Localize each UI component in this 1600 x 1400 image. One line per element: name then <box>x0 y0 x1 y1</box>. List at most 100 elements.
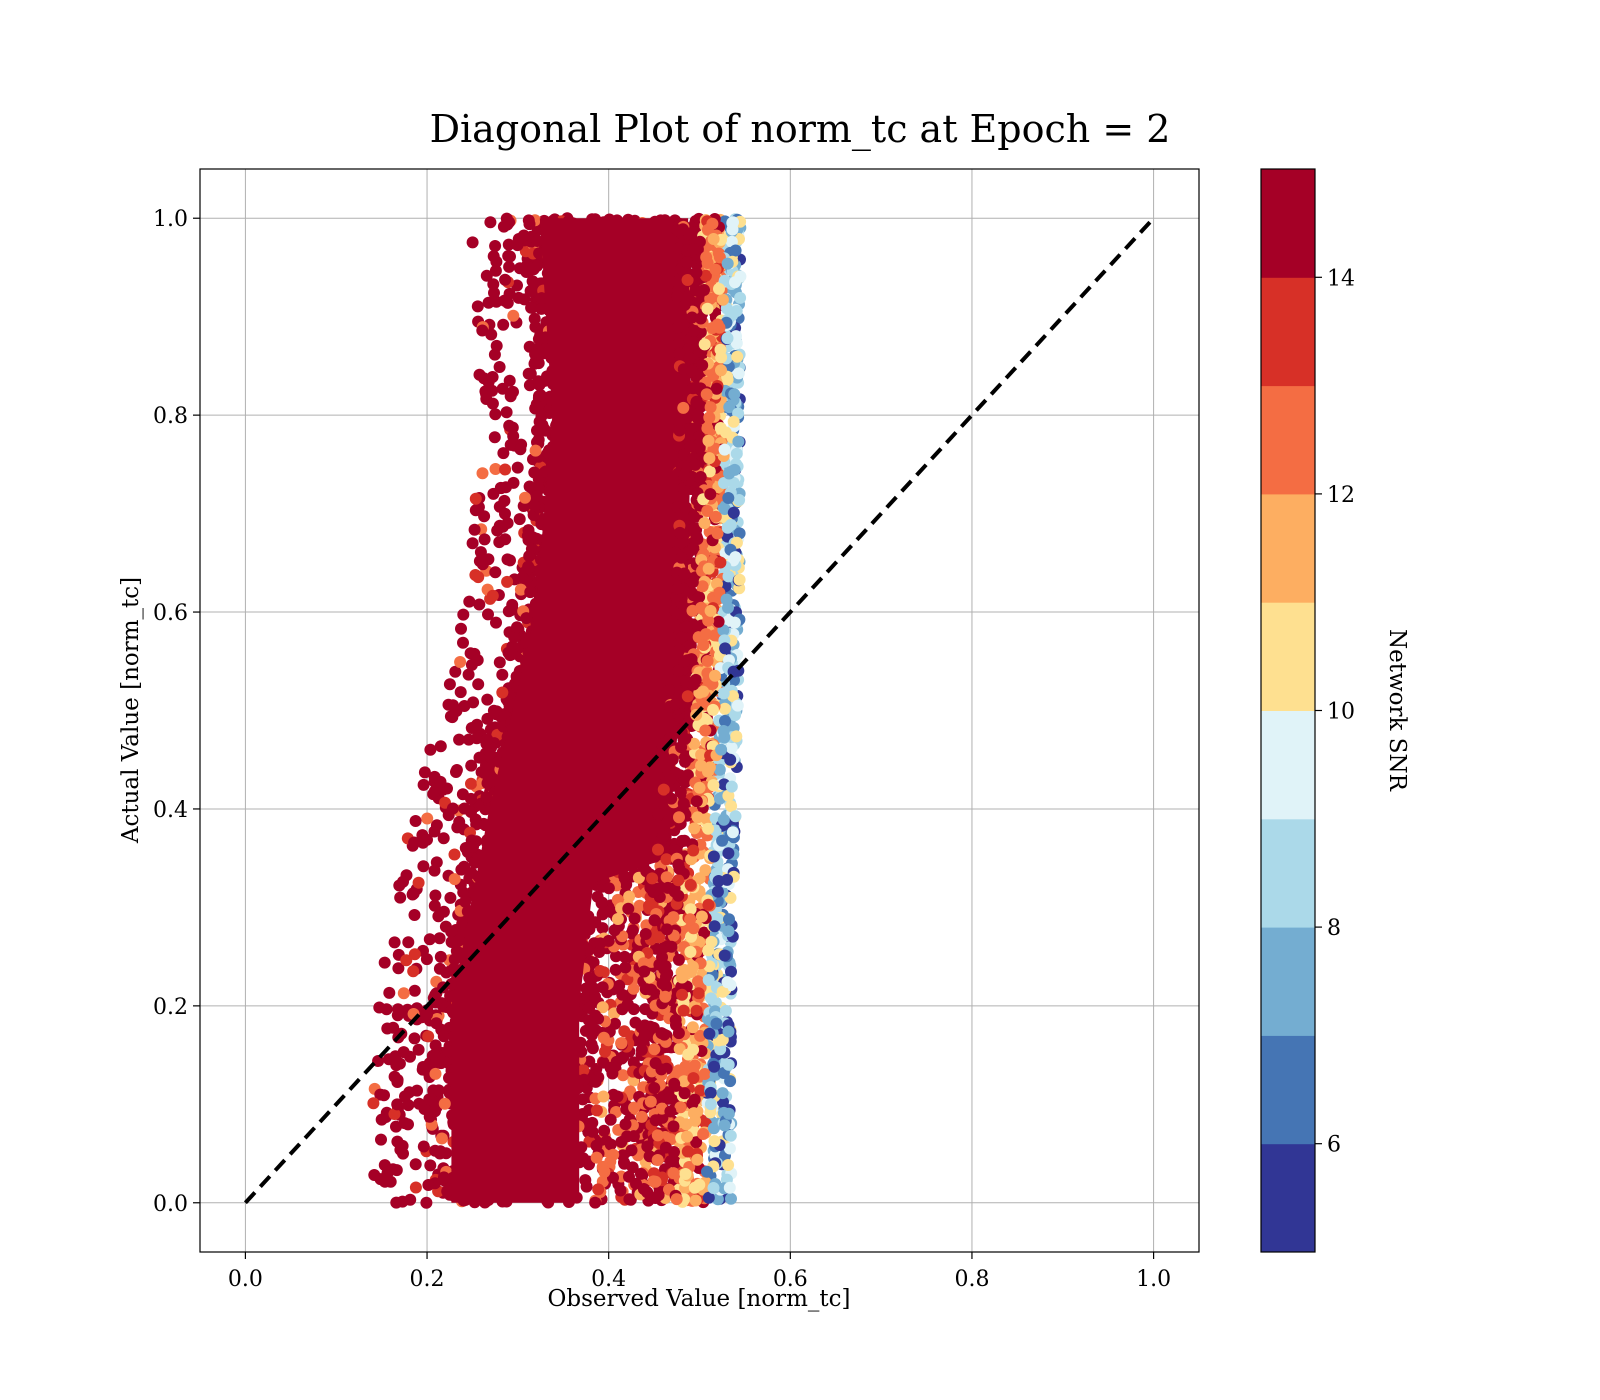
scatter-point <box>407 965 420 978</box>
scatter-point <box>598 1165 611 1178</box>
scatter-point <box>432 1084 445 1097</box>
scatter-point <box>626 924 639 937</box>
scatter-point <box>519 491 531 504</box>
scatter-point <box>490 295 503 308</box>
scatter-point <box>423 933 436 946</box>
scatter-point <box>457 636 469 649</box>
scatter-point <box>473 751 486 764</box>
scatter-point <box>524 285 537 297</box>
scatter-point <box>590 1139 603 1152</box>
scatter-point <box>378 956 391 969</box>
scatter-point <box>409 1158 422 1171</box>
scatter-point <box>421 833 433 846</box>
scatter-point <box>585 1020 598 1033</box>
scatter-point <box>478 533 491 546</box>
scatter-point <box>611 913 624 925</box>
scatter-point <box>422 1030 435 1043</box>
scatter-point <box>391 1098 404 1111</box>
scatter-point <box>466 537 479 550</box>
scatter-point <box>471 654 484 667</box>
scatter-point <box>502 238 515 251</box>
scatter-point <box>500 212 513 225</box>
scatter-point <box>618 950 631 963</box>
scatter-point <box>433 962 446 975</box>
scatter-point <box>513 262 526 275</box>
scatter-point <box>597 1031 610 1044</box>
scatter-point <box>627 982 640 995</box>
scatter-point <box>625 1144 638 1157</box>
scatter-point <box>501 575 514 588</box>
scatter-point <box>592 1183 605 1196</box>
scatter-point <box>507 385 519 398</box>
scatter-point <box>417 860 430 873</box>
scatter-point <box>443 678 456 691</box>
scatter-point <box>499 463 512 476</box>
scatter-point <box>446 711 459 724</box>
scatter-point <box>380 1003 393 1016</box>
scatter-point <box>387 1163 399 1176</box>
scatter-point <box>417 1140 430 1153</box>
scatter-point <box>604 1113 617 1126</box>
scatter-point <box>602 882 615 895</box>
scatter-point <box>493 361 506 373</box>
scatter-point <box>586 1042 599 1055</box>
scatter-point <box>496 382 509 395</box>
scatter-point <box>520 612 533 625</box>
scatter-point <box>453 815 466 828</box>
scatter-point <box>599 1045 611 1058</box>
scatter-point <box>450 764 463 776</box>
scatter-point <box>477 766 490 779</box>
scatter-point <box>467 696 480 709</box>
scatter-point <box>493 656 506 669</box>
scatter-point <box>397 875 409 888</box>
scatter-point <box>489 408 502 421</box>
scatter-point <box>615 1037 628 1050</box>
scatter-point <box>408 1032 421 1045</box>
scatter-point <box>486 371 499 383</box>
scatter-point <box>487 704 500 717</box>
scatter-point <box>462 668 475 681</box>
scatter-point <box>511 279 523 292</box>
scatter-point <box>468 523 481 536</box>
scatter-point <box>628 1101 641 1114</box>
scatter-point <box>597 1090 610 1103</box>
scatter-point <box>384 1175 397 1188</box>
scatter-point <box>489 240 502 252</box>
scatter-point <box>444 891 457 904</box>
scatter-point <box>408 836 421 849</box>
scatter-point <box>412 876 425 889</box>
scatter-point <box>484 216 497 229</box>
scatter-point <box>465 722 478 734</box>
scatter-point <box>471 300 484 313</box>
scatter-point <box>496 686 509 699</box>
scatter-point <box>394 891 407 904</box>
scatter-point <box>466 236 479 249</box>
scatter-point <box>512 291 525 304</box>
scatter-point <box>375 1133 387 1146</box>
scatter-point <box>392 1003 404 1016</box>
scatter-point <box>446 802 459 815</box>
scatter-point <box>488 431 501 444</box>
scatter-point <box>442 698 455 711</box>
scatter-point <box>501 517 514 530</box>
scatter-point <box>433 1147 446 1160</box>
scatter-point <box>503 419 516 432</box>
scatter-point <box>429 1105 441 1118</box>
scatter-point <box>507 309 520 322</box>
scatter-point <box>583 1055 596 1068</box>
scatter-point <box>589 1075 602 1088</box>
scatter-point <box>586 1125 599 1138</box>
scatter-point <box>437 832 450 845</box>
scatter-point <box>619 1118 632 1131</box>
scatter-point <box>412 1043 425 1056</box>
scatter-point <box>496 668 509 681</box>
scatter-point <box>476 324 489 337</box>
scatter-point <box>497 318 510 331</box>
scatter-point <box>388 936 401 949</box>
scatter-point <box>408 909 421 921</box>
scatter-point <box>481 733 494 746</box>
scatter-point <box>486 384 499 397</box>
scatter-point <box>491 524 504 537</box>
scatter-point <box>629 1016 642 1029</box>
scatter-point <box>598 1124 611 1137</box>
